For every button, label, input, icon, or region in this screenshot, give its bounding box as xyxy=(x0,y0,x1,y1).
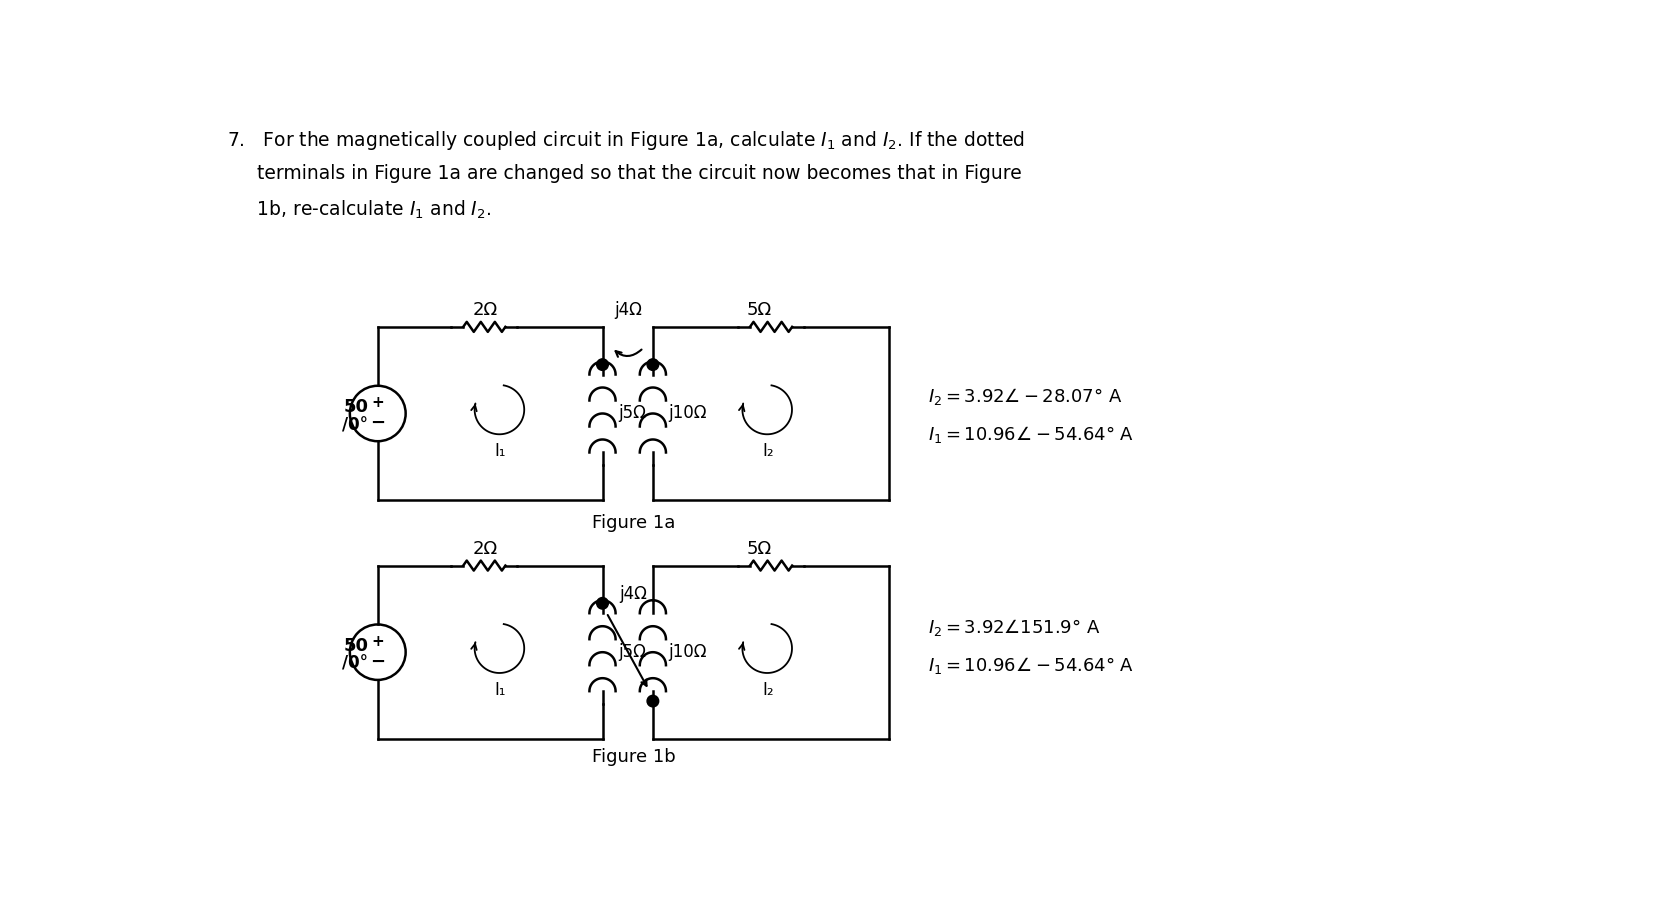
Text: 5Ω: 5Ω xyxy=(746,540,771,558)
Text: 5Ω: 5Ω xyxy=(746,301,771,320)
Text: Figure 1a: Figure 1a xyxy=(592,514,674,532)
Text: /0°: /0° xyxy=(343,655,368,673)
Text: Figure 1b: Figure 1b xyxy=(592,748,674,766)
Text: j4Ω: j4Ω xyxy=(620,585,646,603)
Text: $I_1 = 10.96\angle -54.64°$ A: $I_1 = 10.96\angle -54.64°$ A xyxy=(928,656,1133,676)
Text: j10Ω: j10Ω xyxy=(668,404,706,422)
Text: I₁: I₁ xyxy=(494,681,505,698)
Text: 1b, re-calculate $I_1$ and $I_2$.: 1b, re-calculate $I_1$ and $I_2$. xyxy=(227,198,490,221)
Circle shape xyxy=(597,597,608,609)
Text: −: − xyxy=(370,414,384,432)
Text: −: − xyxy=(370,653,384,671)
Text: $I_2 = 3.92\angle 151.9°$ A: $I_2 = 3.92\angle 151.9°$ A xyxy=(928,617,1100,637)
Text: /0°: /0° xyxy=(343,416,368,434)
Text: j10Ω: j10Ω xyxy=(668,643,706,661)
Text: 2Ω: 2Ω xyxy=(472,540,497,558)
Text: +: + xyxy=(371,634,384,649)
Text: 2Ω: 2Ω xyxy=(472,301,497,320)
Text: 50: 50 xyxy=(343,399,368,417)
Text: terminals in Figure 1a are changed so that the circuit now becomes that in Figur: terminals in Figure 1a are changed so th… xyxy=(227,163,1021,183)
Text: I₂: I₂ xyxy=(762,442,774,460)
Text: 50: 50 xyxy=(343,637,368,655)
Text: $I_2 = 3.92\angle -28.07°$ A: $I_2 = 3.92\angle -28.07°$ A xyxy=(928,386,1122,407)
Text: I₂: I₂ xyxy=(762,681,774,698)
Text: $I_1 = 10.96\angle -54.64°$ A: $I_1 = 10.96\angle -54.64°$ A xyxy=(928,424,1133,445)
Text: 7.   For the magnetically coupled circuit in Figure 1a, calculate $I_1$ and $I_2: 7. For the magnetically coupled circuit … xyxy=(227,129,1024,152)
Text: +: + xyxy=(371,396,384,410)
Circle shape xyxy=(646,359,658,370)
Circle shape xyxy=(597,359,608,370)
Text: j5Ω: j5Ω xyxy=(618,643,646,661)
Text: j5Ω: j5Ω xyxy=(618,404,646,422)
Text: I₁: I₁ xyxy=(494,442,505,460)
Text: j4Ω: j4Ω xyxy=(613,301,641,320)
Circle shape xyxy=(646,696,658,706)
